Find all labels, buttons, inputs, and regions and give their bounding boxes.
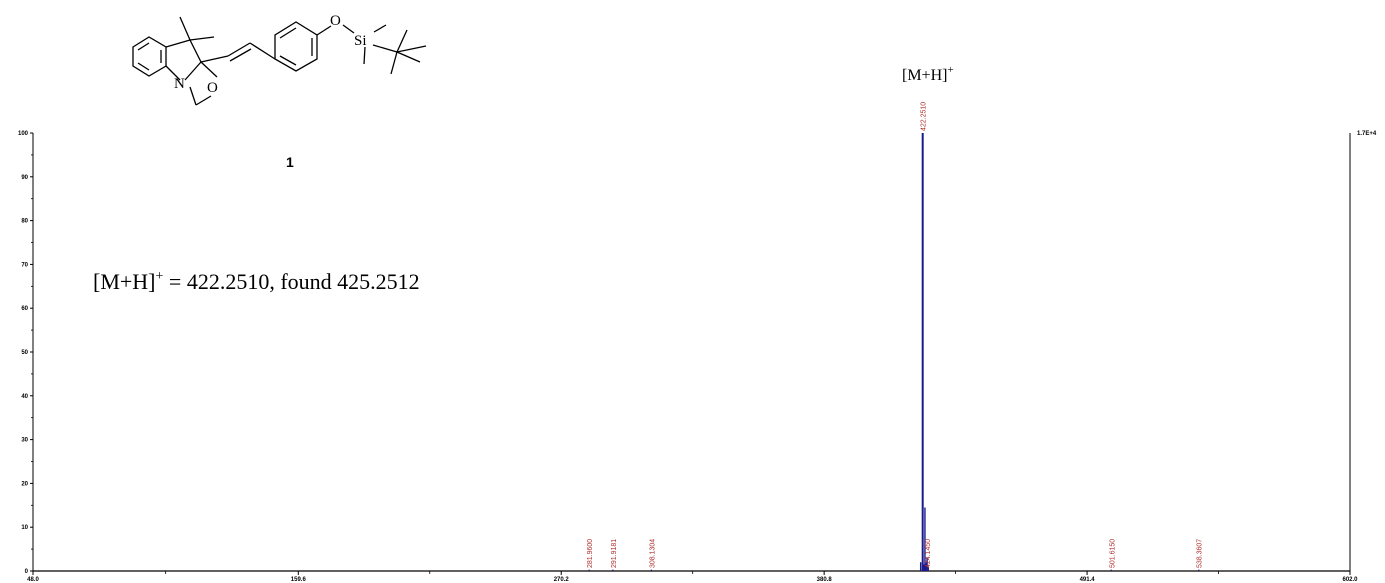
intensity-label: 1.7E+4: [1357, 131, 1377, 137]
ticks: 0 10 20 30 40 50 60 70 80 90 100 48.0 159.6 270.2 380.…: [18, 131, 1358, 583]
peak-tag-main: [M+H]: [902, 67, 947, 84]
atom-nitrogen: N: [174, 76, 185, 92]
x-tick-label: 602.0: [1342, 577, 1358, 583]
peaks: [588, 133, 1200, 571]
peak-label: 291.9181: [611, 539, 618, 568]
y-tick-label: 30: [21, 438, 28, 444]
y-tick-label: 70: [21, 262, 28, 268]
y-tick-label: 60: [21, 306, 28, 312]
atom-oxygen-ring: O: [207, 80, 218, 96]
peak-label: 422.2510: [921, 102, 928, 131]
peak-label: 501.6150: [1109, 539, 1116, 568]
x-tick-label: 380.8: [817, 577, 833, 583]
peak-label: 308.1304: [649, 539, 656, 568]
atom-oxygen-ether: O: [330, 13, 341, 29]
x-tick-label: 270.2: [554, 577, 570, 583]
formula-main: [M+H]: [93, 269, 156, 294]
mass-formula: [M+H]+ = 422.2510, found 425.2512: [93, 269, 420, 294]
formula-sup: +: [156, 269, 164, 284]
peak-label: 538.3607: [1197, 539, 1204, 568]
peak-labels: 281.9600 291.9181 308.1304 422.2510 501.6150…: [587, 102, 1204, 568]
peak-tag: [M+H]+: [902, 64, 954, 84]
peak-label: 281.9600: [587, 539, 594, 568]
atom-silicon: Si: [354, 33, 367, 49]
y-tick-label: 80: [21, 219, 28, 225]
peak-label-cluster: 424.1450: [925, 539, 932, 568]
chemical-structure: [132, 16, 427, 106]
compound-number: 1: [286, 154, 294, 170]
x-tick-label: 48.0: [27, 577, 39, 583]
axes: [32, 133, 1351, 572]
y-tick-label: 90: [21, 175, 28, 181]
formula-rest: = 422.2510, found 425.2512: [163, 269, 419, 294]
peak-tag-sup: +: [947, 64, 953, 76]
y-tick-label: 10: [21, 525, 28, 531]
x-tick-label: 159.6: [291, 577, 307, 583]
x-tick-label: 491.4: [1080, 577, 1096, 583]
y-tick-label: 0: [25, 569, 29, 575]
y-tick-label: 40: [21, 394, 28, 400]
y-tick-label: 20: [21, 481, 28, 487]
y-tick-label: 50: [21, 350, 28, 356]
y-tick-label: 100: [18, 131, 29, 137]
